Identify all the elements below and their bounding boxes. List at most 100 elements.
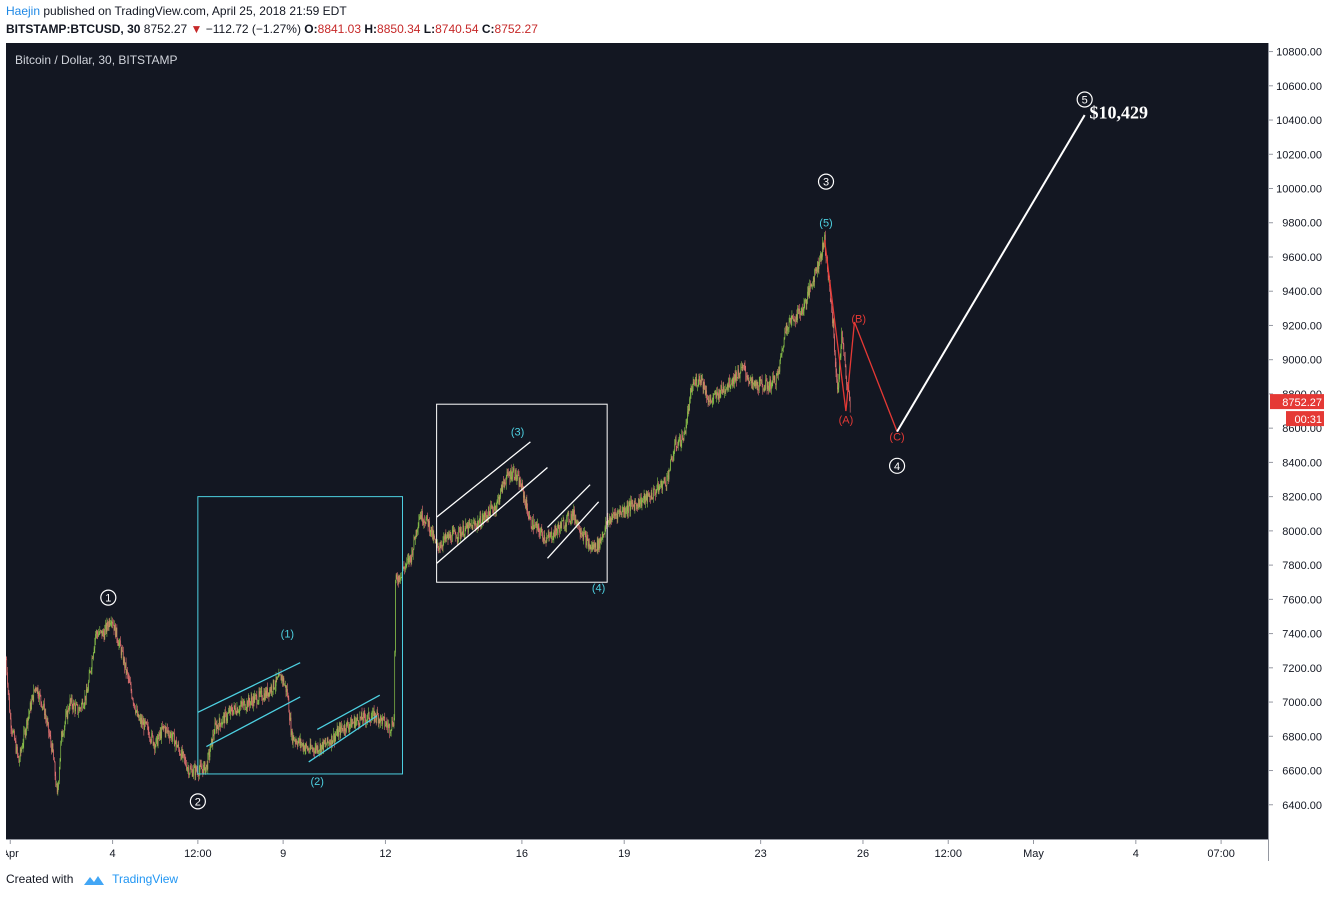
candle: [773, 375, 775, 383]
candle: [176, 744, 178, 748]
candle-body: [63, 733, 64, 736]
candle: [153, 741, 155, 749]
candle: [249, 698, 251, 711]
candle-body: [285, 685, 286, 686]
tradingview-link[interactable]: TradingView: [112, 872, 179, 886]
candle: [817, 261, 818, 278]
candle: [830, 298, 832, 304]
candle: [168, 726, 170, 739]
candle-body: [592, 544, 594, 550]
candle-body: [495, 505, 496, 512]
candle: [409, 555, 410, 565]
candle-body: [670, 457, 672, 460]
candle-body: [781, 354, 782, 357]
candle-body: [558, 524, 560, 528]
candle-body: [601, 537, 603, 539]
candle: [480, 510, 482, 530]
candle: [149, 736, 151, 745]
candle-body: [193, 767, 194, 774]
candle-body: [335, 734, 337, 736]
candle-body: [184, 758, 186, 760]
candle-body: [809, 284, 811, 296]
candle: [440, 540, 442, 549]
candle-body: [316, 745, 317, 751]
candle: [730, 377, 732, 390]
candle-body: [686, 423, 688, 425]
candle-body: [540, 528, 542, 533]
candle-body: [641, 500, 643, 506]
candle: [246, 698, 248, 712]
candle-body: [685, 430, 686, 434]
candle: [63, 730, 64, 737]
candle: [262, 695, 263, 705]
candle-body: [594, 543, 595, 548]
candle: [71, 694, 73, 710]
candle-body: [628, 502, 630, 506]
candle-body: [554, 530, 555, 537]
candle: [309, 738, 311, 755]
candle: [503, 475, 504, 488]
candle-body: [329, 742, 331, 744]
candle-body: [842, 338, 844, 345]
candle: [809, 279, 811, 299]
candle: [20, 746, 22, 757]
candle: [171, 730, 172, 742]
candle: [564, 519, 566, 532]
candle-body: [754, 380, 756, 387]
candle-body: [127, 673, 129, 679]
candle-body: [684, 430, 685, 433]
candle-body: [14, 731, 15, 741]
candle: [496, 499, 498, 512]
candle-body: [664, 478, 666, 482]
candle: [669, 469, 671, 472]
candle-body: [66, 710, 68, 719]
candle-body: [453, 530, 455, 532]
author-link[interactable]: Haejin: [6, 4, 41, 18]
candle: [118, 638, 120, 650]
candle-body: [443, 536, 445, 541]
candle-body: [454, 530, 455, 532]
candle-body: [289, 717, 291, 721]
candle-body: [519, 480, 521, 487]
candle: [63, 725, 65, 738]
candle: [753, 382, 754, 391]
candle: [569, 518, 570, 523]
candle-body: [630, 500, 631, 511]
candle-body: [736, 372, 737, 381]
candle: [350, 717, 351, 730]
chart-area[interactable]: 1 2 3 4 5 (1) (2) (3) (4) (5) (A) (B) (C) $10,429 640…: [2, 43, 1326, 861]
candle: [740, 363, 742, 374]
candle-body: [307, 749, 309, 750]
candle: [202, 769, 204, 778]
candle-body: [86, 688, 88, 693]
candle-body: [283, 678, 285, 686]
candle-body: [582, 534, 584, 540]
candle: [149, 731, 150, 742]
candle-body: [542, 537, 544, 541]
candle-body: [204, 762, 206, 773]
candle: [395, 579, 396, 657]
candle: [491, 500, 492, 510]
candle-body: [579, 531, 581, 534]
candle-body: [66, 710, 67, 715]
candle-body: [172, 732, 174, 737]
candle: [527, 511, 529, 520]
candle-body: [130, 682, 131, 685]
candle: [11, 725, 13, 737]
candle: [381, 717, 383, 727]
candle-body: [779, 360, 781, 372]
candle-body: [99, 630, 101, 634]
candle: [734, 373, 735, 389]
candle: [143, 717, 145, 736]
candle-body: [761, 380, 763, 385]
price-axis[interactable]: 6400.006600.006800.007000.007200.007400.…: [1268, 47, 1324, 812]
candle: [390, 729, 391, 737]
candle-body: [466, 524, 468, 529]
candle: [788, 317, 790, 333]
candle: [775, 373, 777, 391]
candle-body: [56, 784, 58, 793]
candle: [42, 704, 44, 711]
candle: [50, 730, 52, 748]
